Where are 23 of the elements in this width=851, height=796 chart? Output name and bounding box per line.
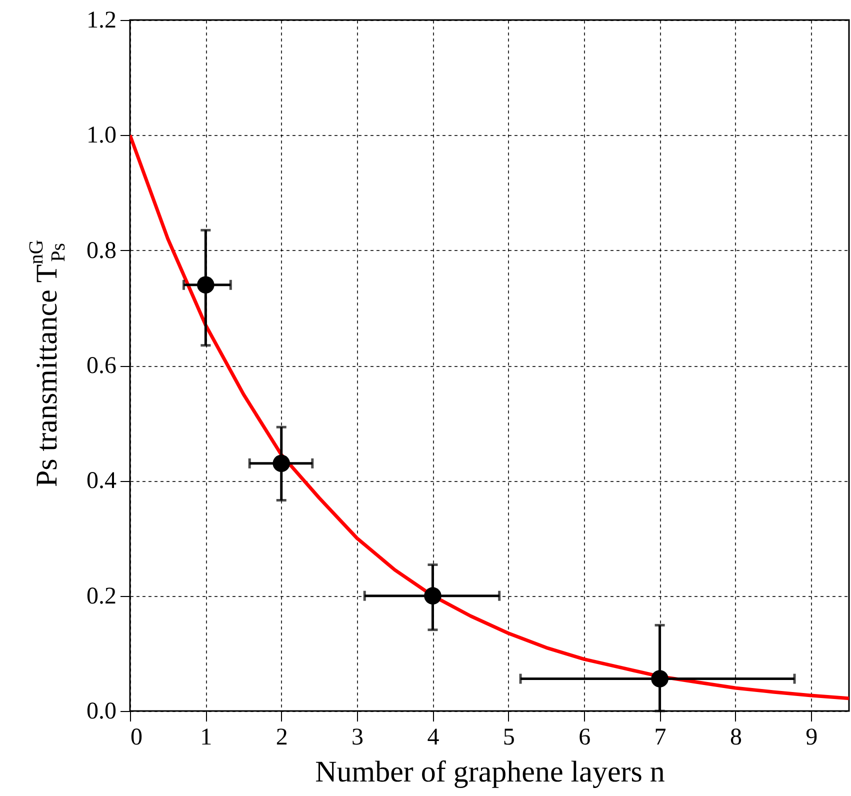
y-tick-label: 1.2 [86, 8, 116, 34]
point [272, 454, 290, 472]
point [651, 670, 668, 688]
x-tick-label: 3 [352, 724, 364, 750]
point [424, 587, 442, 604]
y-tick-label: 0.6 [86, 353, 116, 379]
x-tick-label: 6 [578, 724, 591, 750]
x-axis-title: Number of graphene layers n [315, 756, 665, 788]
x-tick-label: 1 [200, 724, 212, 750]
y-tick-label: 1.0 [86, 122, 116, 149]
line-series [130, 133, 849, 700]
x-tick-label: 7 [654, 724, 666, 750]
y-tick-label: 0.0 [86, 698, 116, 724]
x-tick-label: 4 [427, 724, 440, 750]
y-tick-label: 0.8 [86, 238, 116, 264]
x-tick-label: 9 [806, 724, 818, 750]
x-tick-label: 2 [276, 724, 288, 750]
x-tick-label: 0 [130, 724, 142, 750]
y-tick-label: 0.4 [86, 468, 116, 494]
y-tick-label: 0.2 [86, 583, 116, 610]
x-tick-label: 5 [502, 724, 515, 750]
x-tick-label: 8 [730, 724, 742, 750]
point [197, 276, 214, 294]
